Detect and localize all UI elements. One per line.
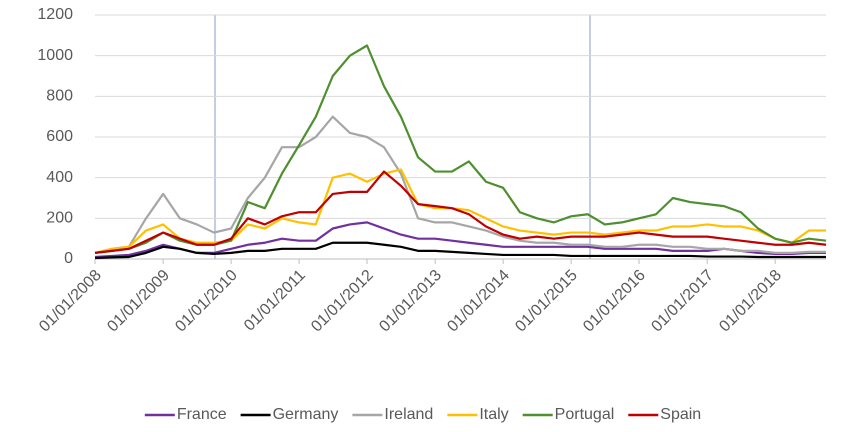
x-tick-label: 01/01/2014 <box>444 267 513 336</box>
legend-label: Italy <box>479 406 508 423</box>
x-tick-label: 01/01/2017 <box>648 267 717 336</box>
x-tick-label: 01/01/2018 <box>716 267 785 336</box>
y-tick-label: 1000 <box>37 47 73 64</box>
legend-label: Germany <box>273 406 339 423</box>
x-tick-label: 01/01/2015 <box>512 267 581 336</box>
y-tick-label: 1200 <box>37 6 73 23</box>
series-line <box>94 44 827 254</box>
x-tick-label: 01/01/2012 <box>308 267 377 336</box>
legend-label: Spain <box>660 406 701 423</box>
legend-label: France <box>177 406 227 423</box>
x-tick-label: 01/01/2016 <box>580 267 649 336</box>
legend-label: Ireland <box>384 406 433 423</box>
y-tick-label: 0 <box>64 250 73 267</box>
x-tick-label: 01/01/2008 <box>36 267 105 336</box>
y-tick-label: 200 <box>46 210 73 227</box>
x-tick-label: 01/01/2009 <box>104 267 173 336</box>
series-line <box>94 241 826 260</box>
y-tick-label: 800 <box>46 88 73 105</box>
series-line <box>94 221 826 259</box>
x-tick-label: 01/01/2013 <box>376 267 445 336</box>
x-tick-label: 01/01/2011 <box>241 267 309 335</box>
y-tick-label: 600 <box>46 128 73 145</box>
series-line <box>94 168 826 254</box>
series-line <box>94 170 827 254</box>
y-tick-label: 400 <box>46 169 73 186</box>
legend-label: Portugal <box>555 406 615 423</box>
series-line <box>94 115 826 254</box>
legend: France Germany Ireland Italy Portugal Spain <box>144 406 701 423</box>
x-tick-label: 01/01/2010 <box>172 267 241 336</box>
